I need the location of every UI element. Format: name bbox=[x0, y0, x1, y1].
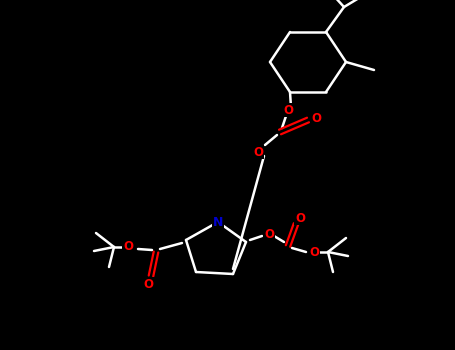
Text: O: O bbox=[264, 228, 274, 240]
Text: N: N bbox=[213, 216, 223, 229]
Text: O: O bbox=[283, 104, 293, 117]
Text: O: O bbox=[123, 240, 133, 253]
Text: O: O bbox=[143, 278, 153, 290]
Text: O: O bbox=[311, 112, 321, 125]
Text: O: O bbox=[253, 146, 263, 159]
Text: O: O bbox=[309, 245, 319, 259]
Text: O: O bbox=[295, 211, 305, 224]
